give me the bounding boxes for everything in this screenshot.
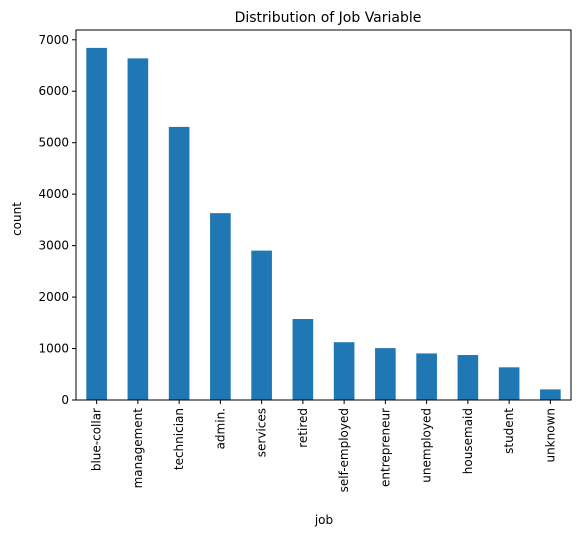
y-axis: 0 1000 2000 3000 4000 5000 6000 7000 — [38, 33, 76, 407]
y-axis-label: count — [10, 202, 24, 236]
x-tick-label: housemaid — [461, 408, 475, 474]
bar-blue-collar — [86, 47, 107, 401]
bar-services — [251, 250, 272, 400]
bar-technician — [168, 126, 190, 400]
bar-unknown — [540, 389, 561, 400]
bar-admin — [210, 213, 231, 400]
y-tick-label: 2000 — [38, 290, 69, 304]
bar-retired — [292, 319, 314, 400]
bar-self-employed — [333, 342, 355, 400]
bar-unemployed — [416, 353, 437, 400]
x-tick-label: retired — [296, 408, 310, 448]
y-tick-label: 3000 — [38, 239, 69, 253]
y-tick-label: 5000 — [38, 136, 69, 150]
bar-management — [127, 58, 149, 400]
y-tick-label: 4000 — [38, 187, 69, 201]
chart-title: Distribution of Job Variable — [235, 10, 422, 26]
x-tick-label: management — [131, 408, 145, 489]
bar-student — [498, 367, 520, 400]
x-tick-label: services — [255, 408, 269, 457]
x-tick-label: admin. — [213, 408, 227, 449]
x-axis: blue-collar management technician admin. ser… — [90, 400, 557, 492]
x-tick-label: self-employed — [337, 408, 351, 492]
x-axis-label: job — [314, 513, 333, 527]
x-tick-label: student — [502, 408, 516, 454]
x-tick-label: blue-collar — [90, 408, 104, 471]
bar-entrepreneur — [375, 348, 396, 400]
bars-group — [86, 47, 561, 401]
y-tick-label: 1000 — [38, 342, 69, 356]
y-tick-label: 7000 — [38, 33, 69, 47]
y-tick-label: 0 — [61, 393, 69, 407]
x-tick-label: entrepreneur — [378, 408, 392, 487]
x-tick-label: unemployed — [420, 408, 434, 483]
bar-housemaid — [457, 355, 479, 400]
plot-frame — [75, 29, 572, 401]
x-tick-label: technician — [172, 408, 186, 470]
y-tick-label: 6000 — [38, 84, 69, 98]
x-tick-label: unknown — [543, 408, 557, 463]
